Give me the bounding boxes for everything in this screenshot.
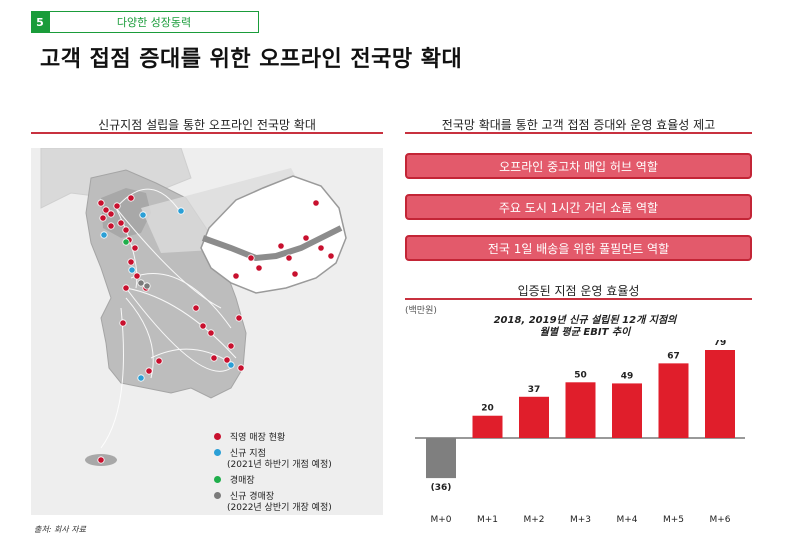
legend-item-new-auction: 신규 경매장 (2022년 상반기 개장 예정) bbox=[214, 492, 374, 514]
bar-mplus4 bbox=[612, 383, 642, 438]
store-markers bbox=[97, 194, 335, 464]
legend-dot-new-auction bbox=[214, 492, 221, 499]
legend-dot-stores bbox=[214, 433, 221, 440]
section-label: 다양한 성장동력 bbox=[49, 11, 259, 33]
source-note: 출처: 회사 자료 bbox=[34, 525, 86, 534]
left-panel-divider bbox=[31, 132, 383, 134]
tick-label-1: M+1 bbox=[477, 515, 498, 525]
bar-mplus5 bbox=[658, 363, 689, 438]
legend-sub-new-auction: (2022년 상반기 개장 예정) bbox=[227, 503, 332, 513]
auction-marker bbox=[122, 238, 130, 246]
legend-label-new-auction: 신규 경매장 bbox=[229, 492, 275, 502]
chart-unit: (백만원) bbox=[405, 306, 437, 316]
connection-arcs bbox=[100, 188, 237, 449]
chart-section-divider bbox=[405, 298, 752, 300]
chart-section-title: 입증된 지점 운영 효율성 bbox=[517, 284, 640, 298]
section-number-badge: 5 bbox=[31, 11, 49, 33]
korea-map bbox=[40, 147, 347, 466]
data-label-0: (36) bbox=[431, 483, 452, 493]
right-panel-divider bbox=[405, 132, 752, 134]
map-legend: 직영 매장 현황 신규 지점 (2021년 하반기 개점 예정) 경매장 신규 … bbox=[214, 433, 374, 514]
legend-sub-new-stores: (2021년 하반기 개점 예정) bbox=[227, 460, 332, 470]
tick-label-3: M+3 bbox=[570, 515, 591, 525]
han-river bbox=[201, 225, 343, 262]
legend-item-auction: 경매장 bbox=[214, 476, 374, 487]
seoul-map-shape bbox=[200, 175, 347, 294]
data-label-2: 37 bbox=[528, 385, 541, 395]
bar-mplus2 bbox=[519, 396, 549, 438]
right-panel-title: 전국망 확대를 통한 고객 접점 증대와 운영 효율성 제고 bbox=[441, 118, 716, 132]
data-label-3: 50 bbox=[574, 370, 587, 380]
tick-label-4: M+4 bbox=[616, 515, 637, 525]
new-auction-markers bbox=[137, 279, 151, 290]
legend-label-auction: 경매장 bbox=[229, 476, 255, 486]
legend-label-new-stores: 신규 지점 bbox=[229, 449, 266, 459]
data-label-4: 49 bbox=[621, 371, 634, 381]
left-panel-title: 신규지점 설립을 통한 오프라인 전국망 확대 bbox=[98, 118, 316, 132]
legend-item-stores: 직영 매장 현황 bbox=[214, 433, 374, 444]
data-label-6: 79 bbox=[714, 340, 727, 348]
tick-label-5: M+5 bbox=[663, 515, 684, 525]
chart-title: 2018, 2019년 신규 설립된 12개 지점의 bbox=[493, 315, 677, 326]
role-box-purchase-hub: 오프라인 중고차 매입 허브 역할 bbox=[405, 153, 752, 179]
tick-label-2: M+2 bbox=[523, 515, 544, 525]
data-label-5: 67 bbox=[667, 351, 680, 361]
legend-item-new-stores: 신규 지점 (2021년 하반기 개점 예정) bbox=[214, 449, 374, 471]
map-panel: 직영 매장 현황 신규 지점 (2021년 하반기 개점 예정) 경매장 신규 … bbox=[31, 147, 383, 515]
page-title: 고객 접점 증대를 위한 오프라인 전국망 확대 bbox=[40, 47, 463, 72]
legend-dot-new-stores bbox=[214, 449, 221, 456]
tick-label-0: M+0 bbox=[430, 515, 451, 525]
bar-mplus0 bbox=[426, 438, 456, 479]
legend-dot-auction bbox=[214, 476, 221, 483]
new-store-markers bbox=[100, 207, 235, 382]
bar-mplus1 bbox=[472, 415, 503, 438]
data-label-1: 20 bbox=[481, 404, 494, 414]
ebit-bar-chart: (36) M+0 20 M+1 37 M+2 50 M+3 49 M+4 67 M+5 79 M+6 bbox=[415, 340, 745, 525]
role-box-showroom: 주요 도시 1시간 거리 쇼룸 역할 bbox=[405, 194, 752, 220]
bar-mplus6 bbox=[705, 350, 735, 438]
bar-mplus3 bbox=[565, 382, 596, 438]
legend-label-stores: 직영 매장 현황 bbox=[229, 433, 286, 443]
tick-label-6: M+6 bbox=[709, 515, 730, 525]
chart-subtitle: 월별 평균 EBIT 추이 bbox=[539, 327, 631, 338]
role-box-fulfillment: 전국 1일 배송을 위한 풀필먼트 역할 bbox=[405, 235, 752, 261]
